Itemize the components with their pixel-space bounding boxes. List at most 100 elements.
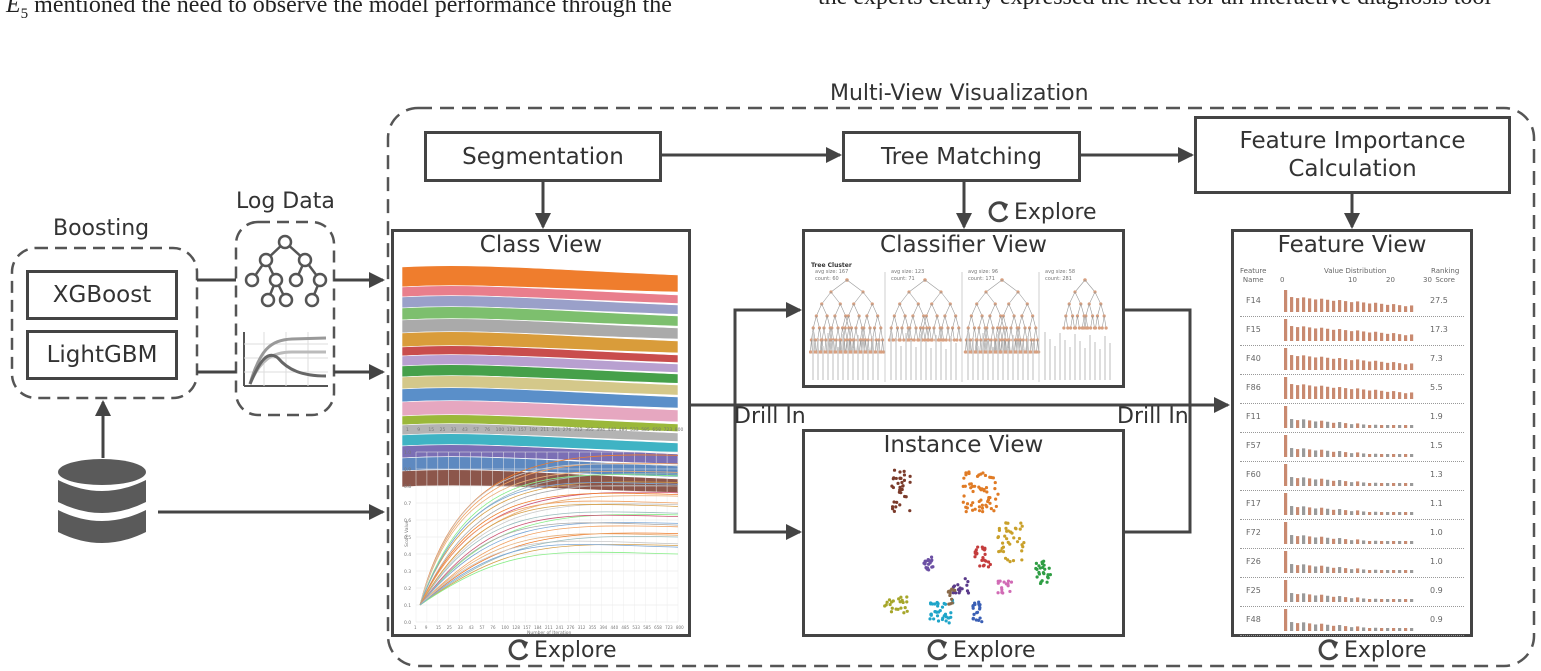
dist-bar — [1338, 480, 1342, 486]
instance-point — [1006, 558, 1010, 562]
feature-row[interactable]: F48 0.9 — [1240, 607, 1464, 636]
dist-bar — [1368, 628, 1372, 631]
x-tick: 128 — [507, 427, 516, 433]
instance-point — [967, 470, 971, 474]
instance-point — [932, 617, 936, 621]
feature-row[interactable]: F15 17.3 — [1240, 317, 1464, 346]
feature-view-panel[interactable]: Feature View Feature Name Value Distribut… — [1231, 229, 1473, 637]
tree-node — [944, 338, 948, 342]
tree-node — [887, 338, 892, 342]
explore-tree-matching[interactable]: Explore — [986, 199, 1097, 225]
instance-point — [965, 589, 970, 593]
feature-row[interactable]: F40 7.3 — [1240, 346, 1464, 375]
x-tick: 658 — [652, 427, 661, 433]
instance-point — [984, 486, 989, 490]
instance-point — [902, 478, 907, 482]
tree-node — [863, 338, 868, 342]
classifier-view-panel[interactable]: Classifier View Tree Cluster avg size: 1… — [802, 229, 1125, 388]
dist-bar — [1290, 593, 1294, 602]
axis-tick-0: 0 — [1280, 276, 1285, 284]
dist-bar — [1344, 388, 1348, 399]
feature-row[interactable]: F72 1.0 — [1240, 520, 1464, 549]
dist-bar — [1302, 477, 1306, 486]
dist-bar — [1332, 567, 1336, 573]
y-tick: 0.9 — [404, 467, 411, 473]
value-distribution-bars — [1284, 319, 1414, 341]
dist-bar — [1290, 477, 1294, 486]
instance-point — [1046, 576, 1050, 580]
tree-node — [1100, 326, 1104, 330]
feature-row[interactable]: F25 0.9 — [1240, 578, 1464, 607]
instance-point — [1012, 536, 1016, 540]
tree-node — [911, 314, 915, 318]
dist-bar — [1326, 508, 1330, 515]
dist-bar — [1296, 623, 1300, 631]
dist-bar — [1326, 624, 1330, 631]
ranking-score: 0.9 — [1430, 586, 1443, 595]
dist-bar — [1314, 328, 1318, 341]
tree-node — [824, 338, 828, 342]
dist-bar — [1302, 593, 1306, 602]
class-view-panel[interactable]: Class View 1 9 15 25 33 43 57 76 100 128 157 184 211… — [391, 229, 691, 637]
x-tick: 800 — [676, 625, 684, 630]
dist-bar — [1314, 421, 1318, 428]
instance-point — [888, 602, 892, 607]
dist-bar — [1296, 420, 1300, 428]
dist-bar — [1386, 362, 1390, 370]
instance-point — [887, 598, 892, 602]
dist-bar — [1386, 512, 1390, 515]
instance-point — [992, 509, 996, 513]
score-line — [419, 540, 679, 606]
feature-row[interactable]: F11 1.9 — [1240, 404, 1464, 433]
explore-feature-view[interactable]: Explore — [1316, 637, 1427, 663]
instance-view-panel[interactable]: Instance View — [802, 429, 1125, 637]
dist-bar — [1332, 300, 1336, 312]
tree-node — [868, 326, 872, 330]
dist-bar — [1386, 454, 1390, 457]
instance-point — [997, 528, 1002, 533]
tree-cluster-graphic — [809, 272, 1111, 382]
instance-point — [965, 583, 969, 587]
feature-row[interactable]: F14 27.5 — [1240, 288, 1464, 317]
score-line — [419, 503, 679, 606]
instance-point — [902, 611, 906, 615]
dist-bar — [1320, 565, 1324, 573]
boosting-label: Boosting — [53, 216, 150, 241]
instance-point — [885, 600, 889, 604]
instance-point — [974, 548, 978, 552]
feature-name: F11 — [1246, 412, 1261, 421]
feature-row[interactable]: F57 1.5 — [1240, 433, 1464, 462]
dist-bar — [1290, 506, 1294, 515]
log-data-container — [234, 220, 336, 417]
dist-bar — [1332, 625, 1336, 631]
score-line — [419, 525, 679, 606]
x-tick: 1 — [406, 427, 409, 433]
dist-bar — [1338, 596, 1342, 602]
score-line — [419, 522, 679, 606]
feature-row[interactable]: F26 1.0 — [1240, 549, 1464, 578]
instance-point — [1017, 536, 1022, 541]
dist-bar — [1302, 297, 1306, 312]
feature-row[interactable]: F86 5.5 — [1240, 375, 1464, 404]
tree-node — [952, 338, 956, 342]
dist-bar — [1404, 306, 1408, 312]
feature-row[interactable]: F17 1.1 — [1240, 491, 1464, 520]
ranking-score: 1.5 — [1430, 441, 1443, 450]
explore-instance-view[interactable]: Explore — [925, 637, 1036, 663]
instance-point — [898, 476, 903, 480]
axis-tick-20: 20 — [1386, 276, 1395, 284]
instance-point — [1038, 581, 1043, 586]
feature-name: F57 — [1246, 441, 1261, 450]
instance-point — [941, 616, 945, 620]
x-tick: 57 — [480, 625, 486, 630]
dist-bar — [1404, 599, 1408, 602]
instance-point — [900, 598, 904, 602]
feature-row[interactable]: F60 1.3 — [1240, 462, 1464, 491]
dist-bar — [1410, 570, 1414, 573]
instance-point — [898, 485, 902, 489]
instance-point — [929, 559, 933, 563]
explore-class-view[interactable]: Explore — [506, 637, 617, 663]
tree-node — [979, 338, 983, 342]
dist-bar — [1356, 597, 1360, 602]
x-tick: 15 — [436, 625, 442, 630]
